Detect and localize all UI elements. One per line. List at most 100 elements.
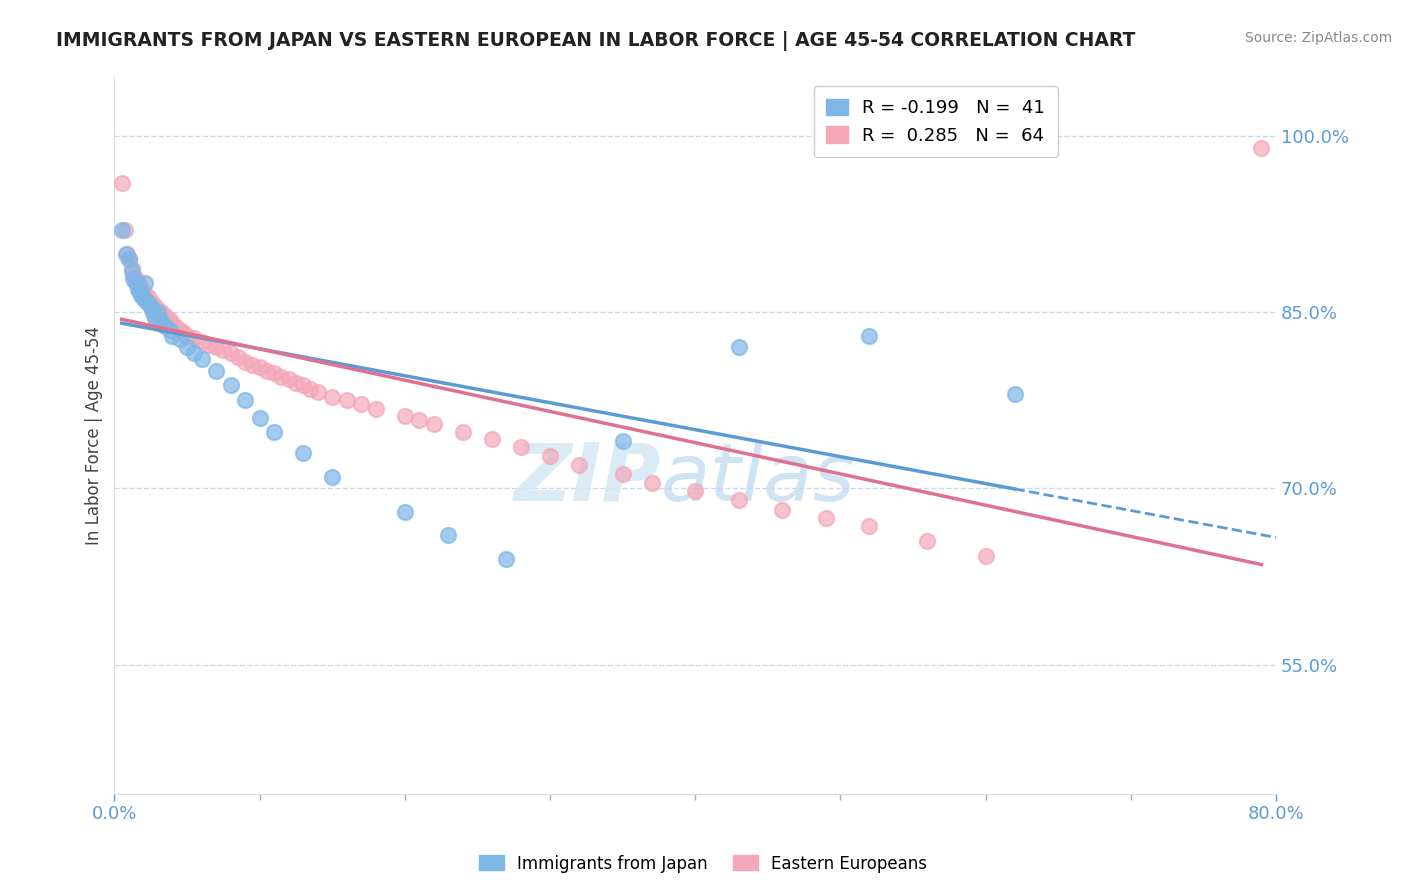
Point: [233, 393, 256, 408]
Point: [336, 393, 359, 408]
Point: [190, 352, 212, 367]
Point: [135, 293, 157, 308]
Point: [814, 510, 837, 524]
Point: [640, 475, 662, 490]
Point: [141, 296, 163, 310]
Point: [149, 305, 172, 319]
Point: [152, 308, 174, 322]
Point: [568, 458, 591, 472]
Point: [141, 302, 163, 317]
Point: [307, 385, 329, 400]
Point: [408, 413, 430, 427]
Point: [263, 425, 285, 439]
Point: [538, 449, 561, 463]
Point: [437, 528, 460, 542]
Point: [770, 502, 793, 516]
Point: [128, 276, 150, 290]
Text: atlas: atlas: [661, 440, 855, 517]
Point: [169, 323, 191, 337]
Point: [115, 246, 138, 260]
Point: [394, 409, 416, 423]
Point: [122, 272, 145, 286]
Point: [292, 446, 315, 460]
Point: [510, 440, 533, 454]
Point: [727, 341, 749, 355]
Point: [205, 341, 228, 355]
Point: [127, 282, 149, 296]
Point: [321, 390, 343, 404]
Point: [858, 328, 880, 343]
Point: [173, 326, 195, 341]
Point: [394, 505, 416, 519]
Point: [299, 382, 322, 396]
Point: [159, 313, 181, 327]
Point: [125, 272, 148, 286]
Point: [134, 276, 156, 290]
Legend: R = -0.199   N =  41, R =  0.285   N =  64: R = -0.199 N = 41, R = 0.285 N = 64: [814, 87, 1057, 157]
Point: [114, 223, 136, 237]
Point: [212, 343, 235, 357]
Text: ZIP: ZIP: [513, 440, 661, 517]
Point: [136, 296, 159, 310]
Point: [132, 284, 155, 298]
Text: Source: ZipAtlas.com: Source: ZipAtlas.com: [1244, 31, 1392, 45]
Point: [135, 287, 157, 301]
Point: [423, 417, 446, 431]
Point: [165, 319, 187, 334]
Point: [128, 284, 150, 298]
Point: [292, 378, 315, 392]
Point: [270, 369, 292, 384]
Point: [122, 268, 145, 282]
Point: [139, 299, 162, 313]
Point: [162, 328, 184, 343]
Legend: Immigrants from Japan, Eastern Europeans: Immigrants from Japan, Eastern Europeans: [472, 848, 934, 880]
Point: [159, 323, 181, 337]
Point: [156, 311, 179, 326]
Point: [974, 549, 997, 564]
Point: [284, 376, 307, 390]
Point: [233, 354, 256, 368]
Point: [364, 401, 387, 416]
Point: [190, 334, 212, 349]
Point: [321, 469, 343, 483]
Point: [183, 346, 205, 360]
Point: [121, 264, 143, 278]
Point: [226, 350, 249, 364]
Point: [129, 282, 152, 296]
Point: [612, 467, 634, 482]
Point: [263, 367, 285, 381]
Point: [1250, 141, 1272, 155]
Point: [146, 302, 169, 317]
Point: [917, 534, 939, 549]
Point: [143, 311, 166, 326]
Y-axis label: In Labor Force | Age 45-54: In Labor Force | Age 45-54: [86, 326, 103, 545]
Point: [150, 317, 173, 331]
Point: [205, 364, 228, 378]
Point: [129, 287, 152, 301]
Point: [125, 276, 148, 290]
Point: [350, 397, 373, 411]
Point: [183, 331, 205, 345]
Point: [683, 483, 706, 498]
Point: [176, 341, 198, 355]
Point: [249, 411, 271, 425]
Point: [219, 346, 242, 360]
Point: [1004, 387, 1026, 401]
Point: [249, 360, 271, 375]
Point: [121, 260, 143, 275]
Point: [858, 519, 880, 533]
Point: [197, 338, 219, 352]
Point: [132, 291, 155, 305]
Point: [111, 223, 134, 237]
Point: [495, 552, 517, 566]
Point: [146, 305, 169, 319]
Point: [162, 317, 184, 331]
Point: [118, 252, 141, 267]
Point: [481, 432, 503, 446]
Point: [117, 246, 139, 260]
Point: [256, 364, 278, 378]
Point: [240, 358, 263, 372]
Point: [169, 332, 191, 346]
Point: [111, 176, 134, 190]
Point: [219, 378, 242, 392]
